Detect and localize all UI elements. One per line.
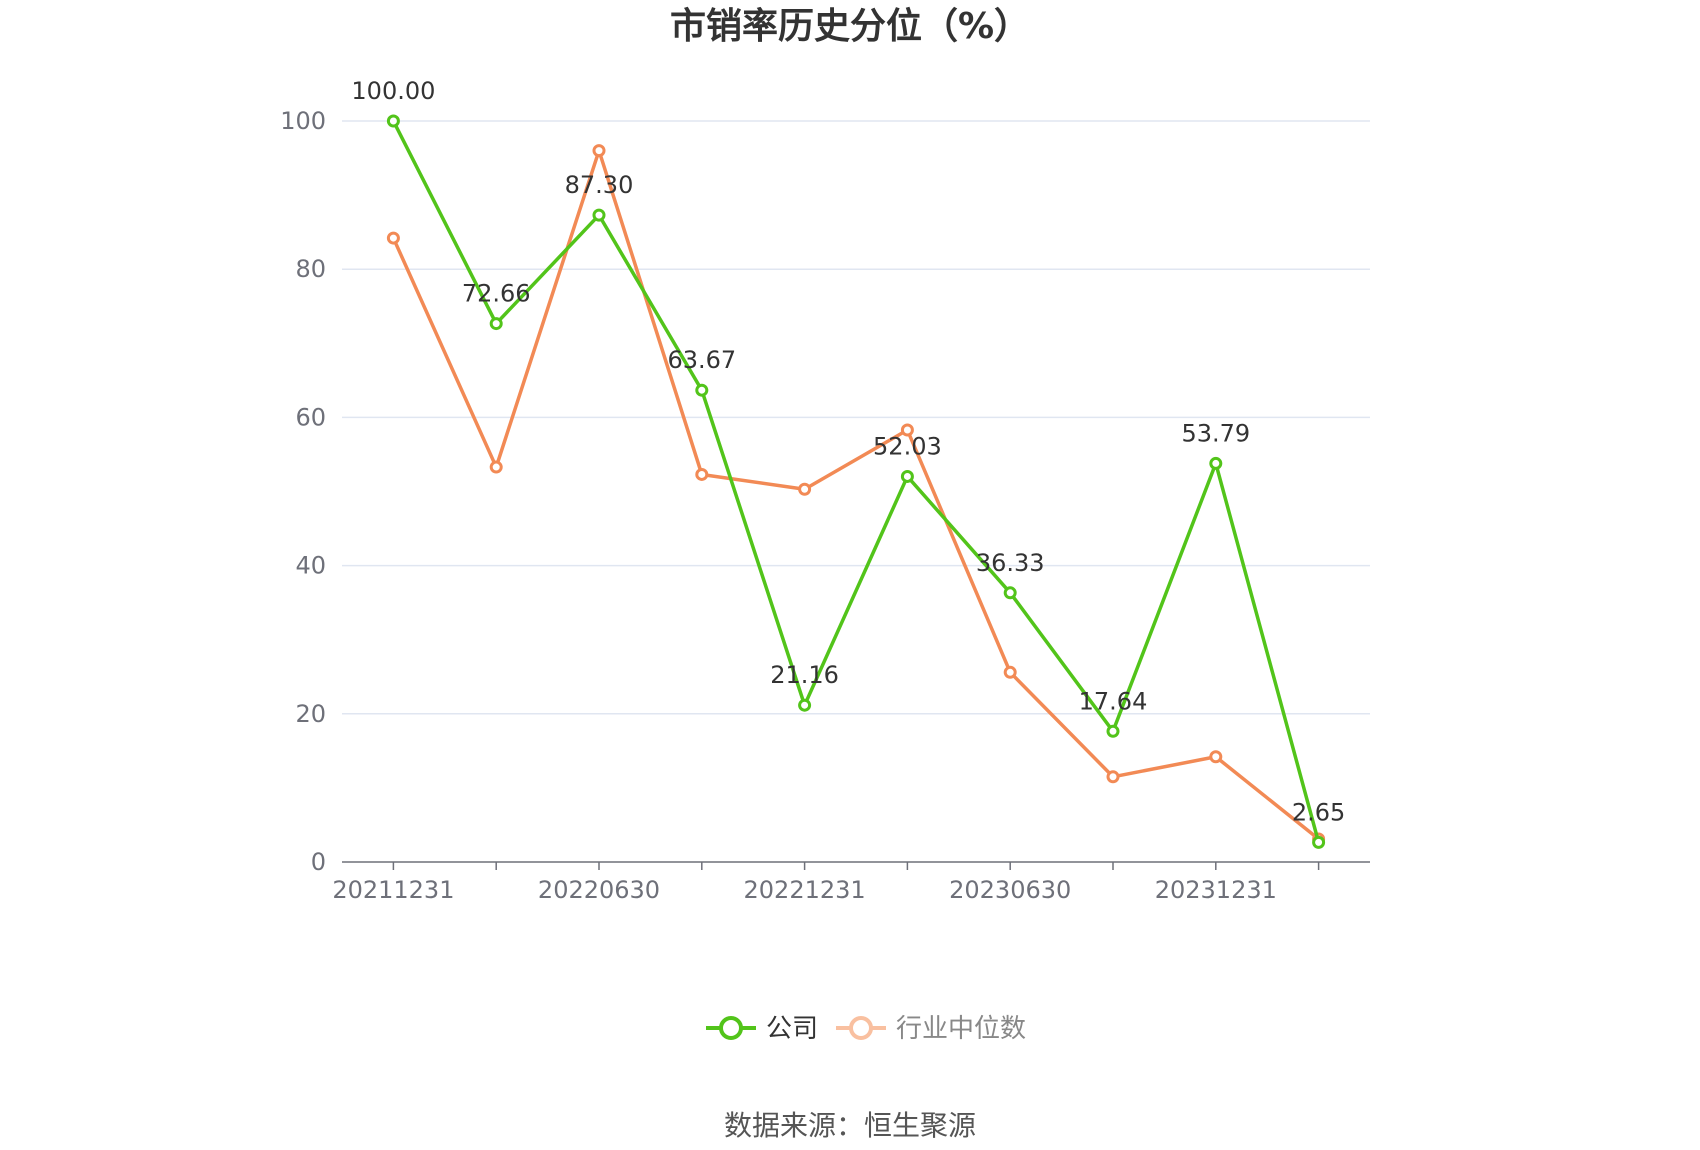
data-point[interactable] (900, 469, 914, 483)
data-point[interactable] (386, 231, 400, 245)
x-tick-labels: 20211231 20220630 20221231 20230630 20231231 (332, 876, 1277, 904)
data-point[interactable] (1312, 835, 1326, 849)
data-label: 52.03 (873, 432, 942, 460)
data-label: 17.64 (1079, 687, 1148, 715)
y-tick-label: 100 (280, 107, 326, 135)
series-line-1 (391, 148, 1320, 841)
axes (342, 861, 1370, 870)
data-point[interactable] (1003, 586, 1017, 600)
x-tick-label: 20230630 (949, 876, 1071, 904)
data-point[interactable] (695, 467, 709, 481)
x-tick-label: 20220630 (538, 876, 660, 904)
grid (342, 120, 1370, 715)
series (386, 114, 1326, 849)
data-label: 53.79 (1181, 419, 1250, 447)
legend-item-industry[interactable]: 行业中位数 (836, 1014, 1026, 1044)
data-label: 63.67 (667, 346, 736, 374)
y-tick-labels: 0 20 40 60 80 100 (280, 107, 326, 876)
y-tick-label: 60 (295, 403, 326, 431)
data-label: 72.66 (462, 280, 531, 308)
data-point[interactable] (489, 460, 503, 474)
data-label: 2.65 (1292, 798, 1345, 826)
y-tick-label: 40 (295, 552, 326, 580)
y-tick-label: 80 (295, 255, 326, 283)
data-point[interactable] (1209, 750, 1223, 764)
data-point[interactable] (1106, 724, 1120, 738)
data-point[interactable] (1106, 770, 1120, 784)
legend-company-marker (719, 1016, 743, 1040)
x-tick-label: 20221231 (744, 876, 866, 904)
data-label: 100.00 (351, 77, 435, 105)
legend: 公司 行业中位数 (706, 1014, 1026, 1044)
series-line-0 (391, 120, 1321, 843)
legend-industry-marker (849, 1016, 873, 1040)
data-point[interactable] (489, 317, 503, 331)
legend-industry-label: 行业中位数 (896, 1014, 1026, 1044)
data-labels: 100.00 72.66 87.30 63.67 21.16 52.03 36.33 17.6… (351, 77, 1345, 826)
x-tick-label: 20231231 (1155, 876, 1277, 904)
data-label: 36.33 (976, 549, 1045, 577)
data-point[interactable] (1003, 665, 1017, 679)
data-point[interactable] (1209, 456, 1223, 470)
data-point[interactable] (592, 144, 606, 158)
data-point[interactable] (900, 423, 914, 437)
x-tick-label: 20211231 (332, 876, 454, 904)
y-tick-label: 0 (311, 848, 326, 876)
data-label: 21.16 (770, 661, 839, 689)
y-tick-label: 20 (295, 700, 326, 728)
legend-item-company[interactable]: 公司 (706, 1014, 818, 1044)
data-point[interactable] (798, 482, 812, 496)
data-label: 87.30 (565, 171, 634, 199)
data-point[interactable] (386, 114, 400, 128)
data-point[interactable] (592, 208, 606, 222)
data-point[interactable] (695, 383, 709, 397)
data-source: 数据来源：恒生聚源 (724, 1109, 976, 1142)
data-point[interactable] (798, 698, 812, 712)
chart-title: 市销率历史分位（%） (670, 6, 1030, 47)
legend-company-label: 公司 (766, 1014, 818, 1044)
